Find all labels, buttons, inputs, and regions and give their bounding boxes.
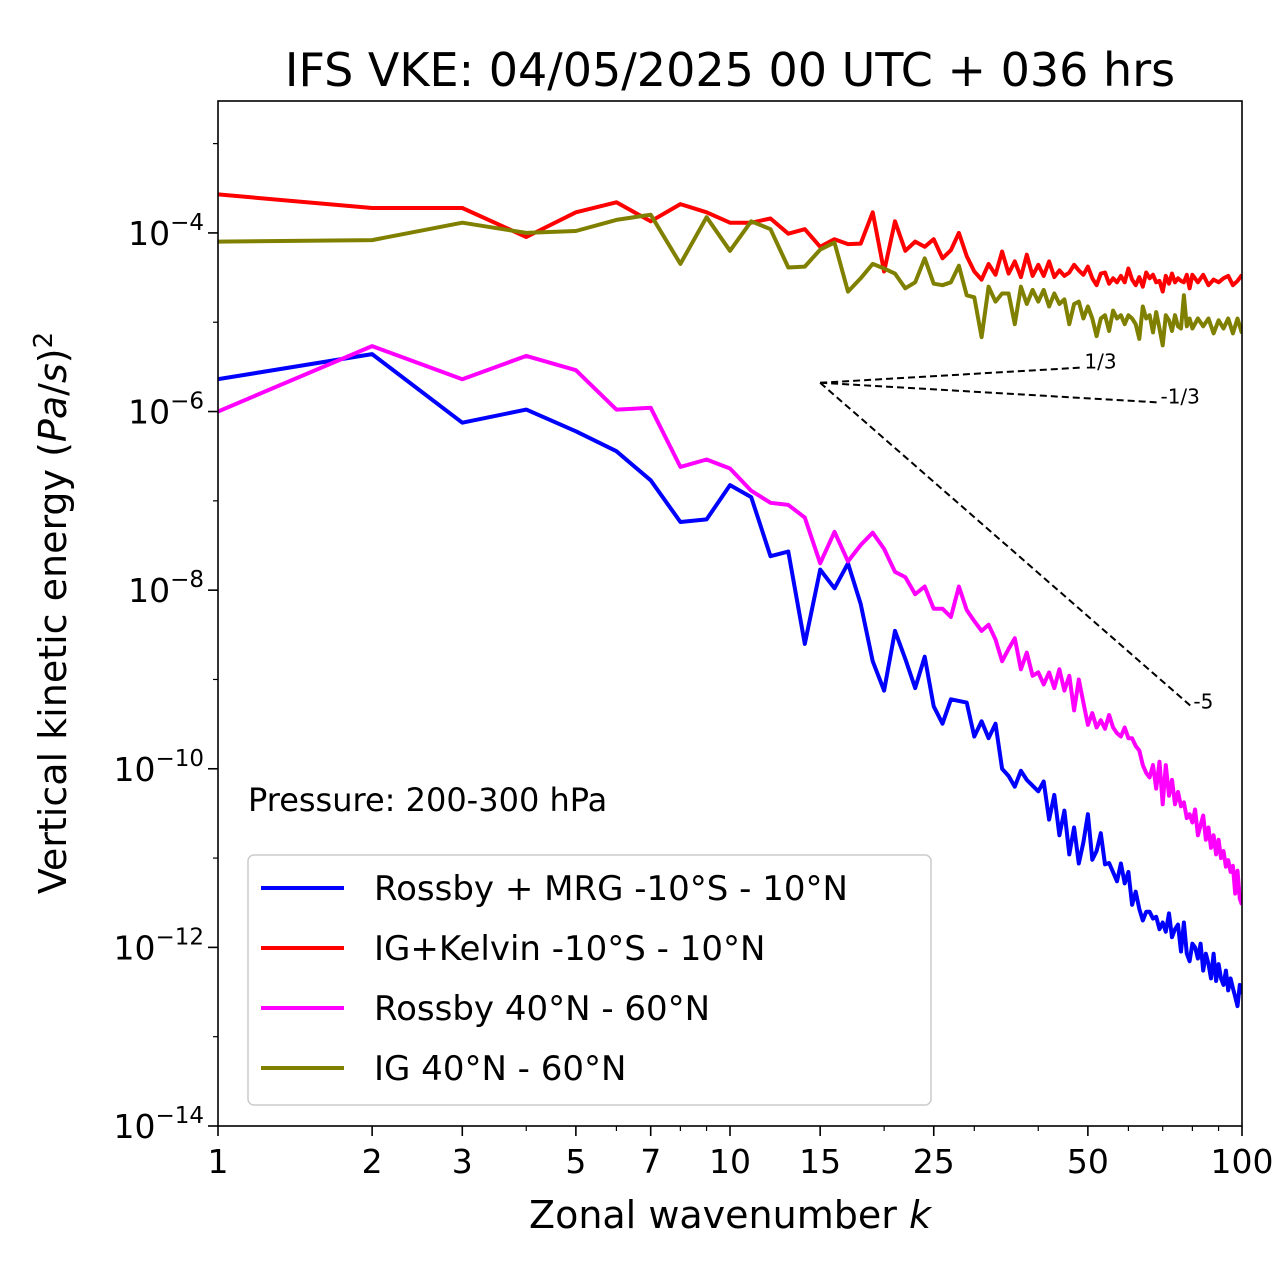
y-tick-label: 10−10 <box>113 746 204 789</box>
x-tick-label: 5 <box>565 1142 586 1181</box>
x-axis-label: Zonal wavenumber k <box>529 1193 933 1237</box>
pressure-annotation: Pressure: 200-300 hPa <box>248 781 607 819</box>
x-tick-label: 3 <box>452 1142 473 1181</box>
y-tick-label: 10−4 <box>128 210 204 253</box>
slope-line <box>820 366 1084 384</box>
slope-label: 1/3 <box>1084 349 1116 373</box>
x-tick-label: 2 <box>362 1142 383 1181</box>
series-layer <box>218 192 1242 1009</box>
y-axis-ticks: 10−14 10−12 10−10 10−8 10−6 10−4 <box>113 143 218 1146</box>
series-line <box>218 212 1242 348</box>
legend-label: IG+Kelvin -10°S - 10°N <box>374 929 765 969</box>
slope-label: -1/3 <box>1160 384 1199 408</box>
y-tick-label: 10−14 <box>113 1103 204 1146</box>
y-tick-label: 10−12 <box>113 924 204 967</box>
svg-text:Vertical kinetic energy (Pa/s): Vertical kinetic energy (Pa/s)2 <box>29 332 75 894</box>
y-tick-label: 10−6 <box>128 389 204 432</box>
plot-frame <box>217 100 1243 1127</box>
series-line <box>218 192 1242 294</box>
y-tick-label: 10−8 <box>128 567 204 610</box>
slope-line <box>820 381 1160 404</box>
legend-label: IG 40°N - 60°N <box>374 1049 626 1089</box>
x-tick-label: 7 <box>640 1142 661 1181</box>
reference-slopes: 1/3 -1/3 -5 <box>819 349 1213 713</box>
legend-frame <box>247 854 932 1106</box>
series-line <box>218 344 1242 906</box>
y-axis-label: Vertical kinetic energy (Pa/s)2 <box>29 332 75 894</box>
x-tick-label: 50 <box>1067 1142 1109 1181</box>
x-tick-label: 15 <box>799 1142 841 1181</box>
minor-ticks <box>525 1126 1220 1131</box>
x-tick-label: 1 <box>208 1142 229 1181</box>
chart-title: IFS VKE: 04/05/2025 00 UTC + 036 hrs <box>285 43 1175 97</box>
legend-label: Rossby + MRG -10°S - 10°N <box>374 869 848 909</box>
x-axis-ticks: 1 2 3 5 7 10 15 25 50 100 <box>208 1126 1274 1181</box>
legend: Rossby + MRG -10°S - 10°N IG+Kelvin -10°S… <box>247 854 932 1106</box>
legend-label: Rossby 40°N - 60°N <box>374 989 710 1029</box>
x-tick-label: 25 <box>913 1142 955 1181</box>
x-tick-label: 100 <box>1211 1142 1274 1181</box>
slope-label: -5 <box>1193 689 1213 713</box>
x-tick-label: 10 <box>709 1142 751 1181</box>
slope-line <box>819 382 1194 709</box>
